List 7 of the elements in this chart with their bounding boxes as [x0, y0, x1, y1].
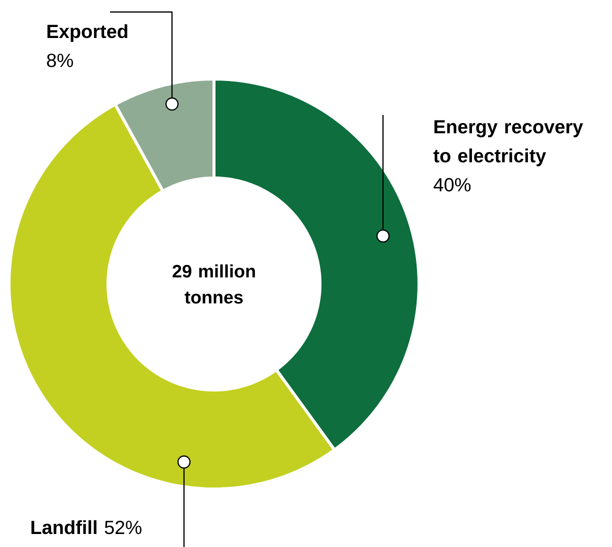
slice-label: Exported [47, 24, 128, 42]
data-label: 40% [434, 178, 471, 192]
slice-label: Energy recovery to electricity [433, 120, 584, 166]
text: 29 million tonnes [172, 264, 255, 304]
slice-label: Landfill [31, 520, 96, 534]
data-label: 8% [47, 54, 73, 68]
data-label: 52% [104, 520, 142, 534]
